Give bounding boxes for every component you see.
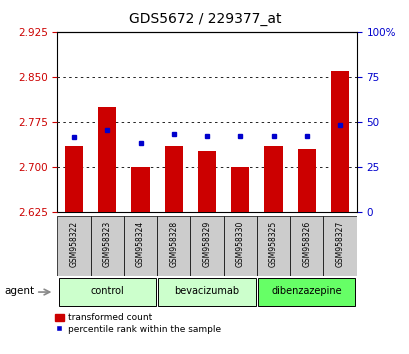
Text: GSM958329: GSM958329 (202, 221, 211, 267)
Legend: transformed count, percentile rank within the sample: transformed count, percentile rank withi… (54, 313, 222, 335)
Bar (65, 146, 83, 212)
Text: GDS5672 / 229377_at: GDS5672 / 229377_at (128, 12, 281, 27)
Bar (124, 216, 157, 276)
Bar (231, 167, 249, 212)
Bar (264, 146, 282, 212)
Bar (223, 216, 256, 276)
Text: agent: agent (4, 286, 34, 296)
Text: GSM958324: GSM958324 (136, 221, 145, 267)
Bar (330, 71, 348, 212)
Bar (297, 149, 315, 212)
Bar (323, 216, 356, 276)
Bar (157, 216, 190, 276)
Bar (198, 151, 216, 212)
Bar (57, 216, 90, 276)
Bar (90, 216, 124, 276)
Text: dibenzazepine: dibenzazepine (271, 286, 341, 296)
Text: GSM958326: GSM958326 (301, 221, 310, 267)
Text: GSM958322: GSM958322 (70, 221, 79, 267)
Bar (190, 216, 223, 276)
Bar (98, 107, 116, 212)
Text: control: control (90, 286, 124, 296)
Bar (258, 278, 355, 306)
Bar (290, 216, 323, 276)
Bar (158, 278, 255, 306)
Bar (256, 216, 290, 276)
Text: GSM958325: GSM958325 (268, 221, 277, 267)
Text: GSM958327: GSM958327 (335, 221, 344, 267)
Text: GSM958330: GSM958330 (235, 221, 244, 267)
Text: bevacizumab: bevacizumab (174, 286, 239, 296)
Bar (164, 146, 182, 212)
Text: GSM958328: GSM958328 (169, 221, 178, 267)
Text: GSM958323: GSM958323 (103, 221, 112, 267)
Bar (58, 278, 155, 306)
Bar (131, 167, 149, 212)
